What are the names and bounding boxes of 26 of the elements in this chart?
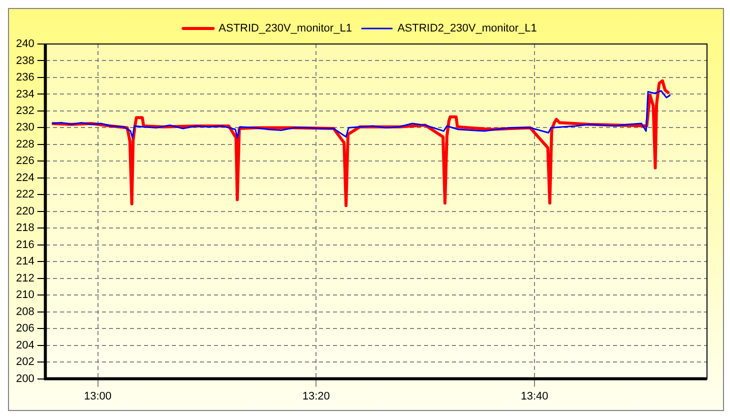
- y-tick-label: 208: [16, 306, 34, 318]
- y-tick-label: 234: [16, 88, 34, 100]
- y-tick-label: 224: [16, 172, 34, 184]
- x-tick-label: 13:20: [302, 390, 330, 402]
- y-tick-label: 210: [16, 289, 34, 302]
- y-tick-label: 212: [16, 272, 34, 284]
- y-tick-label: 232: [16, 104, 34, 117]
- y-tick-label: 230: [16, 122, 34, 134]
- y-tick-label: 228: [16, 138, 34, 150]
- y-tick-label: 202: [16, 356, 34, 368]
- y-tick-label: 214: [16, 256, 34, 268]
- x-tick-label: 13:40: [520, 390, 548, 402]
- y-tick-label: 204: [16, 339, 34, 352]
- legend-label: ASTRID2_230V_monitor_L1: [397, 22, 537, 35]
- y-tick-label: 226: [16, 155, 34, 168]
- y-tick-label: 200: [16, 372, 34, 385]
- y-tick-label: 222: [16, 188, 34, 201]
- y-tick-label: 206: [16, 322, 34, 335]
- x-tick-label: 13:00: [84, 390, 112, 402]
- y-tick-label: 216: [16, 238, 34, 251]
- y-tick-label: 240: [16, 38, 34, 50]
- y-tick-label: 220: [16, 205, 34, 218]
- y-tick-label: 238: [16, 54, 34, 67]
- legend-label: ASTRID_230V_monitor_L1: [218, 22, 352, 35]
- y-tick-label: 236: [16, 72, 34, 84]
- y-tick-label: 218: [16, 222, 34, 234]
